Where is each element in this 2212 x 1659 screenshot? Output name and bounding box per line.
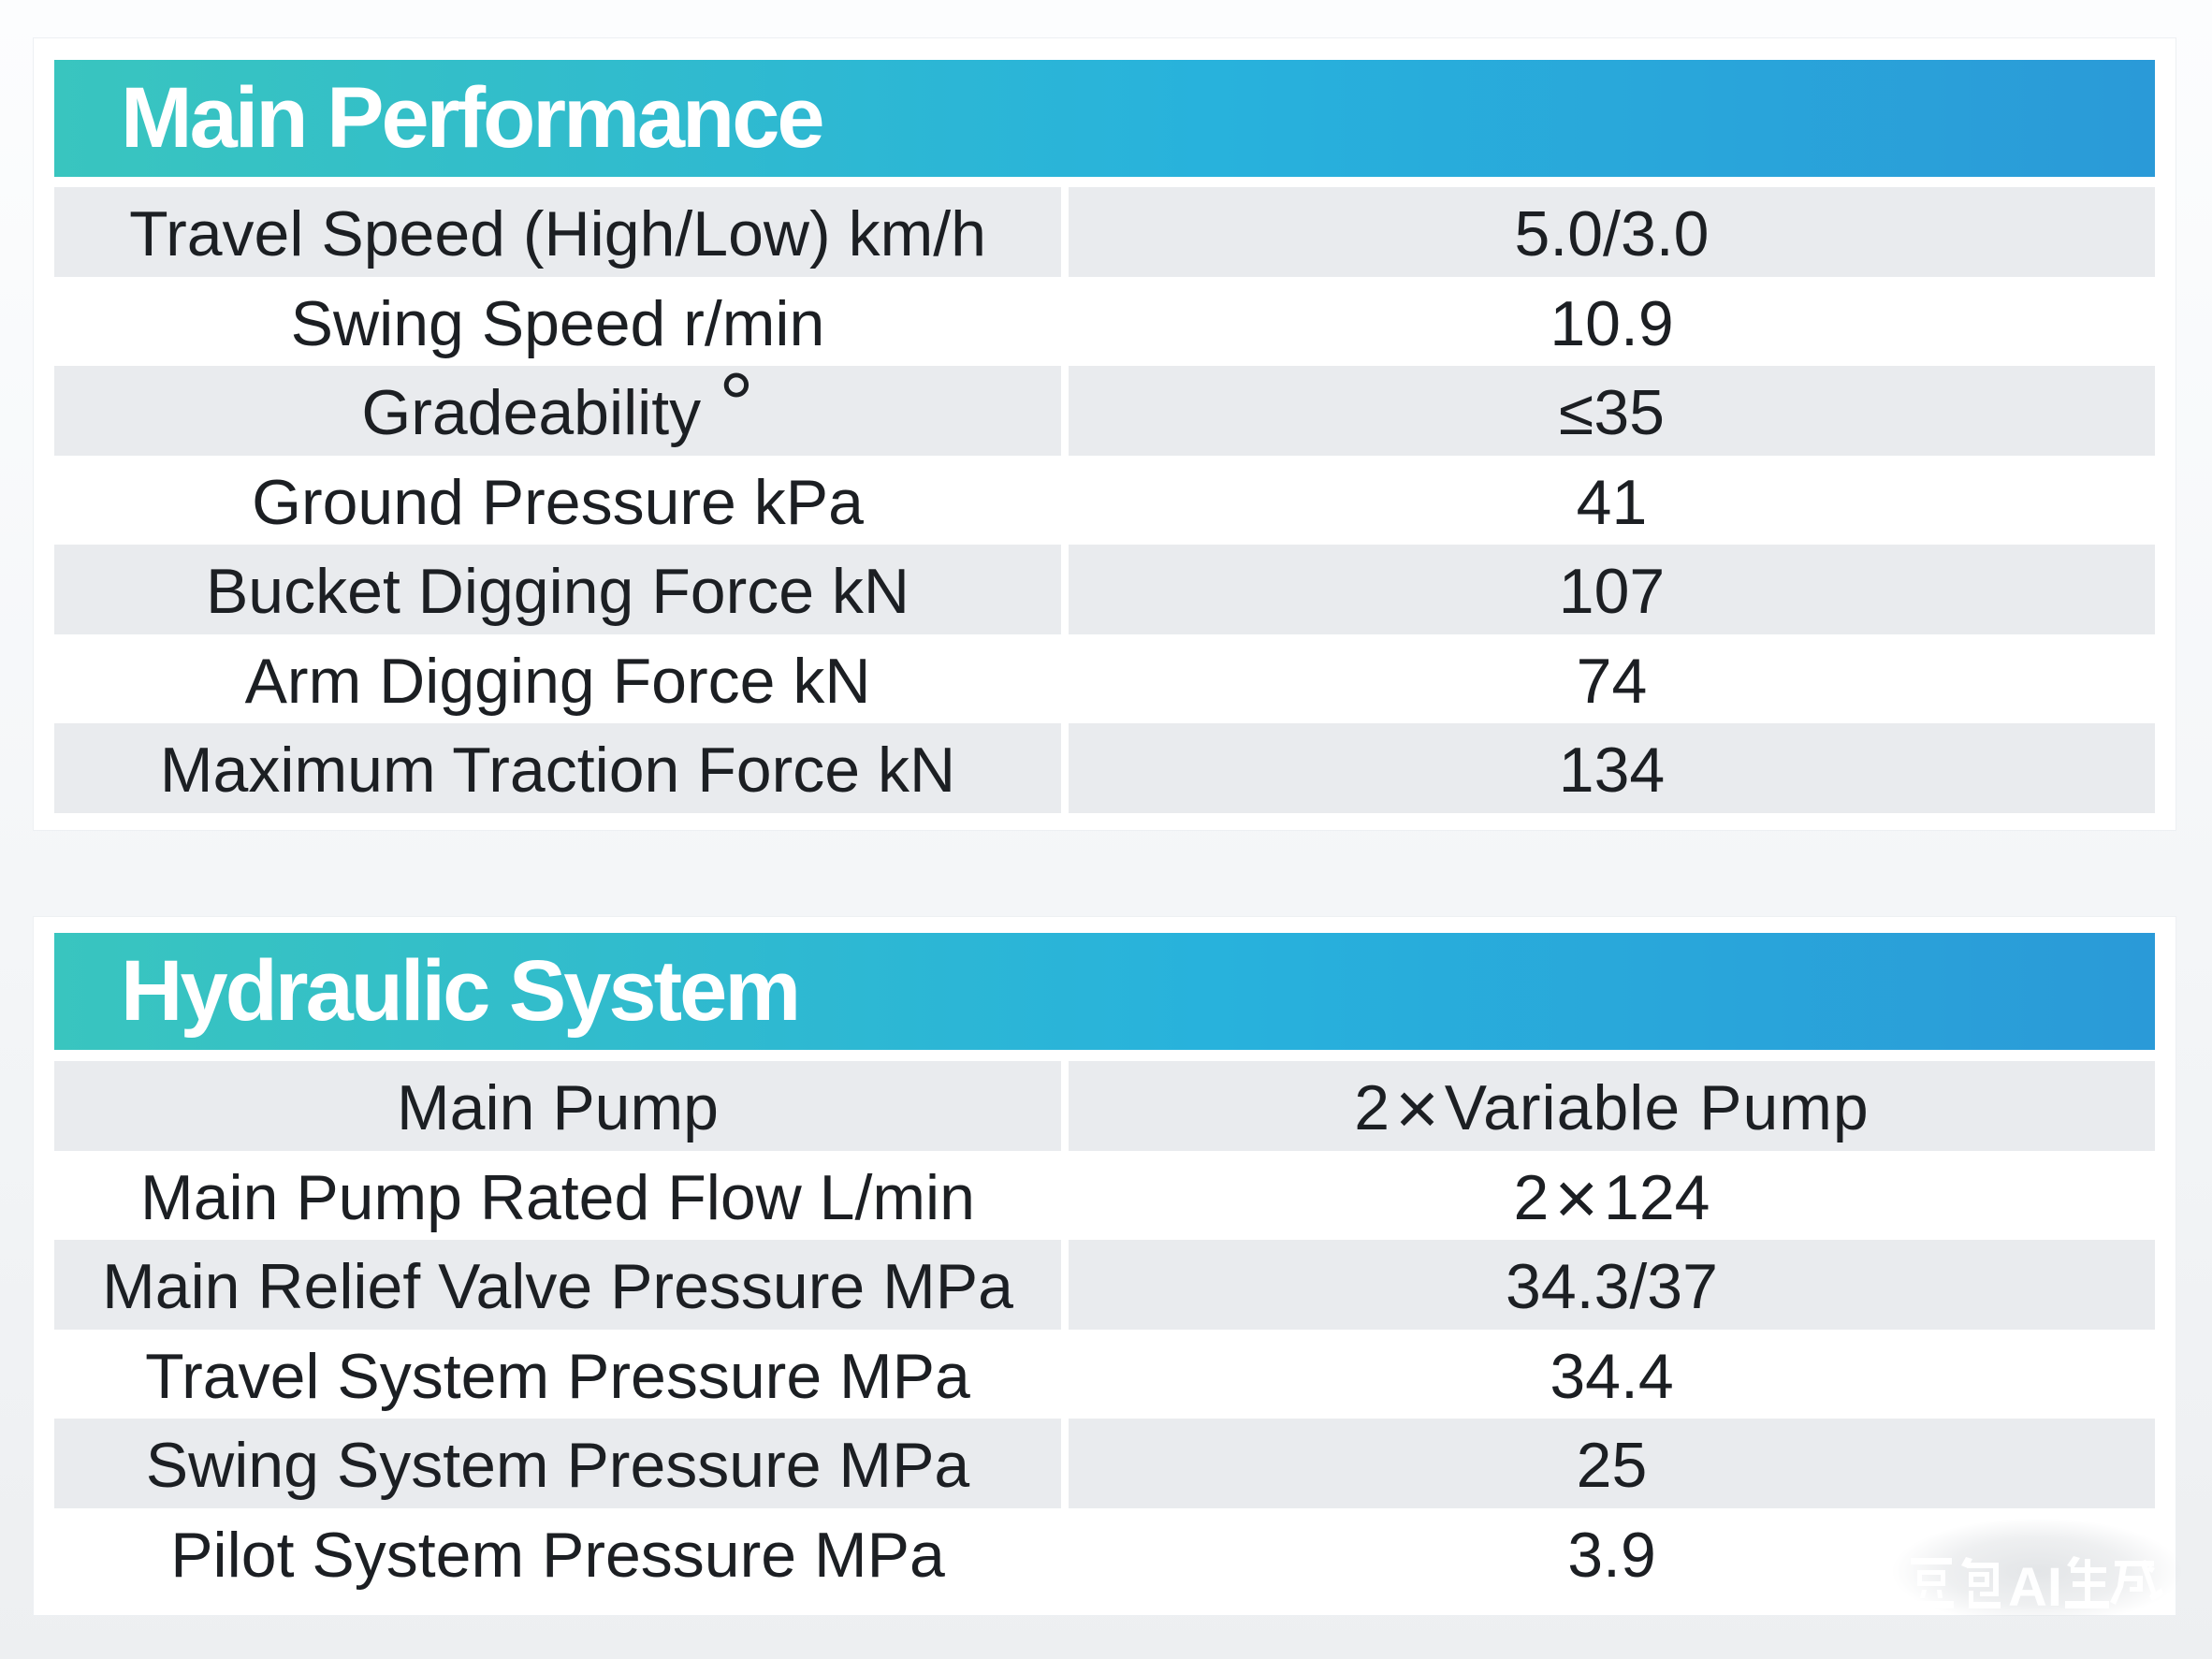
svg-text:AI: AI [2008, 1557, 2062, 1608]
